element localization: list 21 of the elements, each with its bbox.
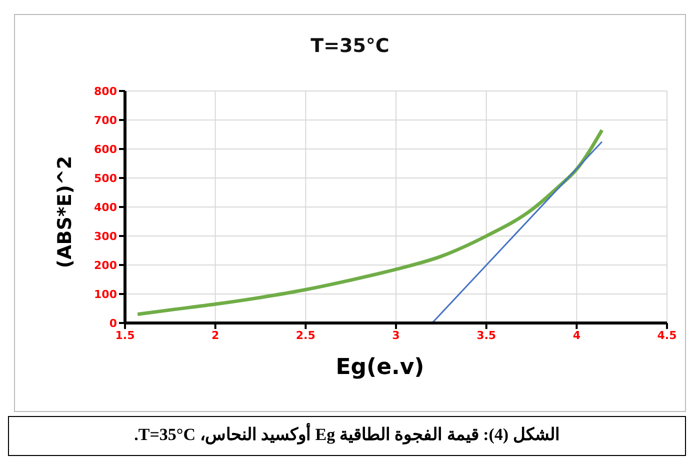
text: الشكل (4): قيمة الفجوة الطاقية Eg أوكسيد النحاس، T=35°C. bbox=[8, 416, 686, 456]
x-tick-label: 3.5 bbox=[476, 328, 496, 342]
y-tick-label: 300 bbox=[94, 230, 118, 243]
y-tick-label: 800 bbox=[94, 84, 118, 98]
y-tick-label: 700 bbox=[94, 114, 118, 127]
x-tick-label: 4.5 bbox=[657, 328, 677, 342]
y-tick-label: 600 bbox=[94, 142, 118, 156]
y-tick-label: 400 bbox=[94, 200, 118, 214]
x-axis-title: Eg(e.v) bbox=[334, 355, 426, 380]
line-series bbox=[136, 128, 604, 316]
y-tick-label: 100 bbox=[94, 288, 118, 301]
x-tick-label: 3 bbox=[392, 328, 400, 342]
x-tick-label: 2.5 bbox=[296, 328, 316, 342]
x-tick-label: 1.5 bbox=[115, 328, 135, 342]
y-tick-label: 200 bbox=[94, 258, 118, 272]
y-tick-label: 0 bbox=[109, 316, 118, 330]
chart-title: T=35°C bbox=[310, 35, 390, 57]
y-axis-title: (ABS*E)^2 bbox=[54, 156, 76, 268]
y-tick-label: 500 bbox=[94, 172, 118, 185]
x-tick-label: 4 bbox=[572, 328, 581, 342]
x-tick-label: 2 bbox=[212, 328, 220, 342]
